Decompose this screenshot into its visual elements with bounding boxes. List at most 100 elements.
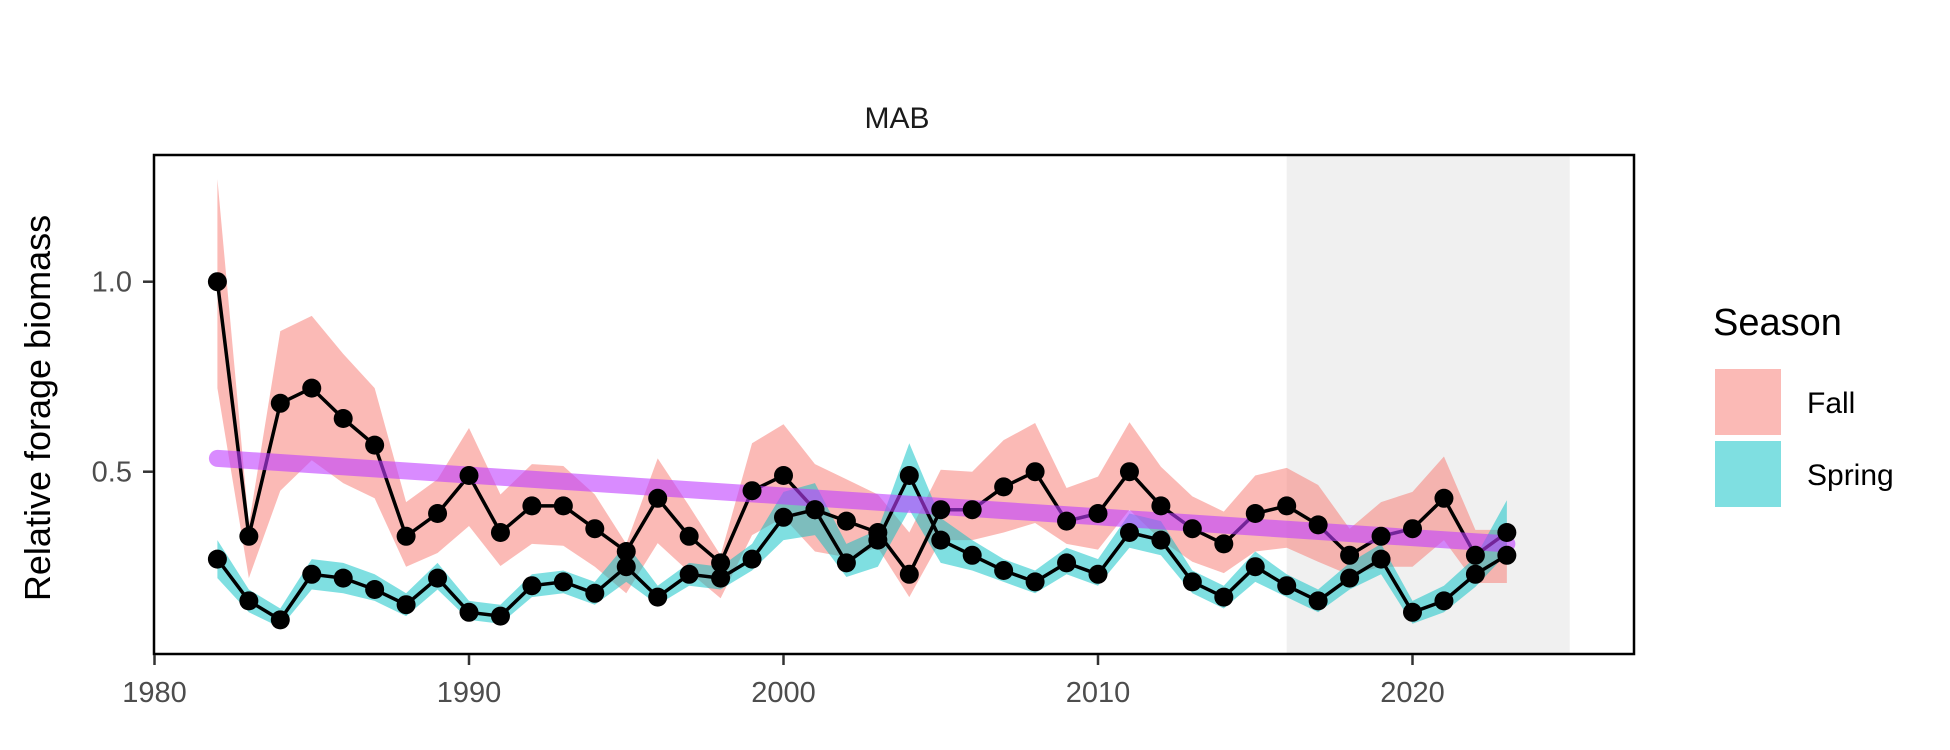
point-fall	[428, 504, 448, 523]
point-spring	[805, 500, 825, 520]
data-points	[207, 272, 1517, 630]
point-fall	[302, 378, 322, 398]
point-fall	[1403, 519, 1422, 539]
point-fall	[648, 488, 668, 508]
point-spring	[1434, 591, 1454, 611]
point-fall	[1497, 523, 1517, 542]
point-fall	[459, 466, 479, 485]
point-fall	[1465, 545, 1485, 565]
point-spring	[1340, 568, 1360, 588]
point-fall	[679, 526, 699, 546]
trend-line	[208, 449, 1516, 553]
legend-label-fall: Fall	[1807, 387, 1855, 420]
y-tick-label: 1.0	[92, 267, 132, 299]
point-fall	[522, 496, 542, 516]
legend-swatch-fall	[1715, 369, 1781, 435]
point-spring	[962, 545, 982, 565]
point-spring	[1057, 553, 1077, 573]
point-spring	[648, 587, 668, 607]
point-spring	[365, 580, 385, 599]
y-axis-title: Relative forage biomass	[17, 215, 58, 601]
point-fall	[836, 511, 856, 531]
point-fall	[1057, 511, 1077, 531]
trend-line-segment	[208, 449, 1516, 553]
point-fall	[1025, 462, 1045, 482]
point-spring	[1182, 572, 1202, 592]
facet-title: MAB	[864, 102, 929, 135]
point-spring	[616, 557, 636, 577]
point-spring	[585, 583, 605, 603]
y-axis: 0.5 1.0	[92, 267, 153, 489]
point-spring	[270, 610, 290, 630]
point-spring	[1151, 530, 1171, 550]
x-axis: 1980 1990 2000 2010 2020	[122, 655, 1445, 709]
point-fall	[1119, 462, 1139, 482]
point-fall	[239, 526, 259, 546]
point-spring	[711, 568, 731, 588]
point-spring	[1403, 602, 1422, 622]
x-tick-label: 2000	[751, 677, 816, 709]
point-spring	[459, 602, 479, 622]
point-spring	[1465, 564, 1485, 584]
point-fall	[1340, 545, 1360, 565]
point-fall	[207, 272, 227, 292]
point-fall	[396, 526, 416, 546]
point-fall	[365, 435, 385, 455]
point-fall	[585, 519, 605, 539]
point-spring	[836, 553, 856, 573]
point-fall	[1214, 534, 1234, 554]
point-spring	[1214, 587, 1234, 607]
point-spring	[522, 576, 542, 596]
point-spring	[1088, 564, 1108, 584]
point-fall	[1277, 496, 1297, 516]
legend: Season Fall Spring	[1713, 302, 1894, 507]
point-spring	[1497, 545, 1517, 565]
point-spring	[774, 507, 793, 527]
shaded-recent-period	[1286, 156, 1570, 653]
point-spring	[1371, 549, 1391, 569]
point-spring	[1025, 572, 1045, 592]
point-fall	[1088, 504, 1108, 523]
point-spring	[899, 466, 919, 485]
point-fall	[774, 466, 793, 485]
point-spring	[396, 595, 416, 615]
legend-title: Season	[1713, 302, 1842, 344]
plot-area	[207, 156, 1570, 653]
point-fall	[1245, 504, 1265, 523]
point-fall	[553, 496, 573, 516]
point-fall	[899, 564, 919, 584]
point-spring	[1119, 523, 1139, 542]
point-fall	[490, 523, 510, 542]
point-spring	[1245, 557, 1265, 577]
point-spring	[742, 549, 762, 569]
x-tick-label: 2010	[1066, 677, 1131, 709]
x-tick-label: 1990	[437, 677, 502, 709]
point-spring	[1277, 576, 1297, 596]
plot-border	[152, 153, 1636, 656]
point-spring	[553, 572, 573, 592]
point-spring	[994, 561, 1014, 580]
point-spring	[239, 591, 259, 611]
point-spring	[207, 549, 227, 569]
x-tick-label: 2020	[1380, 677, 1445, 709]
point-fall	[1151, 496, 1171, 516]
point-spring	[333, 568, 353, 588]
point-fall	[270, 393, 290, 413]
point-fall	[1434, 488, 1454, 508]
point-spring	[1308, 591, 1328, 611]
x-tick-label: 1980	[122, 677, 187, 709]
point-fall	[333, 409, 353, 428]
point-fall	[711, 553, 731, 573]
y-tick-label: 0.5	[92, 457, 132, 489]
point-fall	[962, 500, 982, 520]
point-spring	[868, 530, 888, 550]
point-fall	[931, 500, 951, 520]
point-fall	[742, 481, 762, 501]
point-fall	[1182, 519, 1202, 539]
point-fall	[1371, 526, 1391, 546]
point-spring	[931, 530, 951, 550]
point-fall	[994, 477, 1014, 497]
point-spring	[490, 606, 510, 626]
point-fall	[1308, 515, 1328, 535]
